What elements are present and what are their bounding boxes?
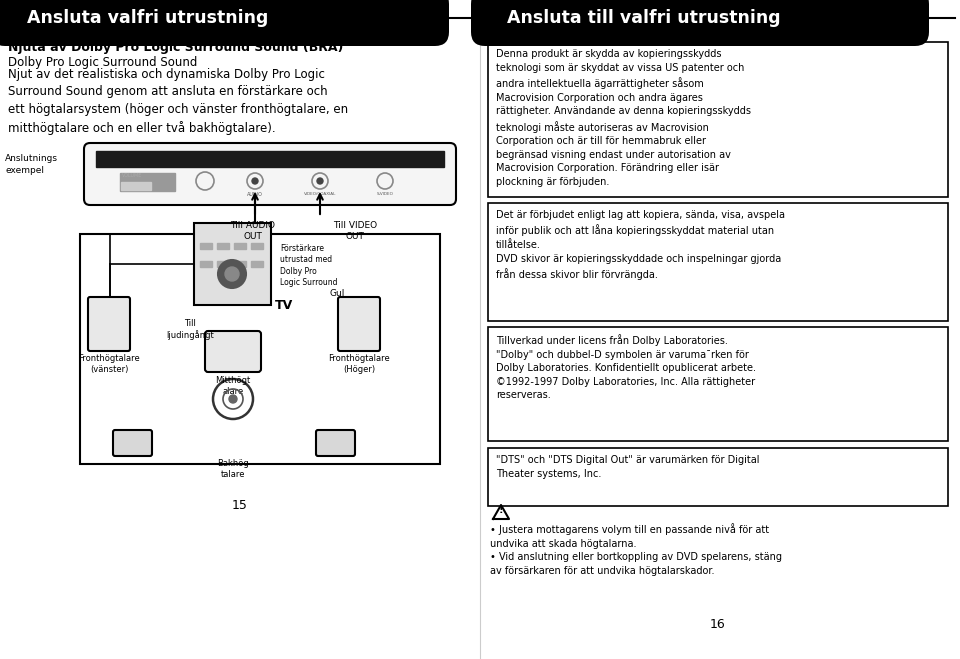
Text: Till
ljudingångt: Till ljudingångt [166,319,214,340]
Text: VIDEO/COAXIAL: VIDEO/COAXIAL [303,192,336,196]
Circle shape [218,260,246,288]
Text: Det är förbjudet enligt lag att kopiera, sända, visa, avspela
inför publik och a: Det är förbjudet enligt lag att kopiera,… [496,210,785,280]
Bar [200,261,212,267]
FancyBboxPatch shape [88,297,130,351]
Polygon shape [493,505,509,519]
Text: TV: TV [275,299,293,312]
Text: VOLUME: VOLUME [122,173,142,178]
Bar [251,243,263,249]
Bar [488,327,948,441]
FancyBboxPatch shape [84,143,456,205]
Bar [121,182,151,190]
FancyBboxPatch shape [194,223,271,305]
Bar [200,243,212,249]
Text: "DTS" och "DTS Digital Out" är varumärken för Digital
Theater systems, Inc.: "DTS" och "DTS Digital Out" är varumärke… [496,455,759,478]
Text: Till AUDIO
OUT: Till AUDIO OUT [230,221,276,241]
Text: Förstärkare
utrustad med
Dolby Pro
Logic Surround: Förstärkare utrustad med Dolby Pro Logic… [280,244,338,287]
Circle shape [225,267,239,281]
Text: !: ! [499,505,503,515]
FancyBboxPatch shape [316,430,355,456]
Text: Ansluta till valfri utrustning: Ansluta till valfri utrustning [508,9,781,27]
FancyBboxPatch shape [0,0,449,46]
Bar [217,261,229,267]
Text: S-VIDEO: S-VIDEO [376,192,394,196]
FancyBboxPatch shape [338,297,380,351]
Text: Denna produkt är skydda av kopieringsskydds
teknologi som är skyddat av vissa US: Denna produkt är skydda av kopieringssky… [496,49,751,187]
Text: Gul: Gul [330,289,346,298]
Bar [217,243,229,249]
Circle shape [317,178,323,184]
Bar [96,151,444,167]
Text: Bakhög
talare: Bakhög talare [217,459,249,479]
Text: 16: 16 [710,618,726,631]
Text: Till VIDEO
OUT: Till VIDEO OUT [333,221,377,241]
Text: 15: 15 [232,499,248,512]
FancyBboxPatch shape [471,0,929,46]
Circle shape [229,395,237,403]
Bar [488,448,948,506]
Text: Tillverkad under licens från Dolby Laboratories.
"Dolby" och dubbel-D symbolen ä: Tillverkad under licens från Dolby Labor… [496,334,756,400]
Text: Ansluta valfri utrustning: Ansluta valfri utrustning [28,9,269,27]
Text: Fronthögtalare
(vänster): Fronthögtalare (vänster) [78,354,140,374]
Bar [120,173,175,191]
Bar [488,42,948,197]
Text: Mitthögt
alare: Mitthögt alare [215,376,251,396]
Bar [234,243,246,249]
Bar [251,261,263,267]
Bar [234,261,246,267]
Circle shape [252,178,258,184]
FancyBboxPatch shape [205,331,261,372]
Text: AUDIO: AUDIO [247,192,263,197]
FancyBboxPatch shape [113,430,152,456]
Text: Njut av det realistiska och dynamiska Dolby Pro Logic
Surround Sound genom att a: Njut av det realistiska och dynamiska Do… [8,68,348,135]
Text: Anslutnings
exempel: Anslutnings exempel [5,154,58,175]
Bar [488,203,948,321]
Text: Dolby Pro Logic Surround Sound: Dolby Pro Logic Surround Sound [8,56,198,69]
Text: Njuta av Dolby Pro Logic Surround Sound (BRA): Njuta av Dolby Pro Logic Surround Sound … [8,41,344,54]
Bar [80,234,440,464]
Text: • Justera mottagarens volym till en passande nivå för att
undvika att skada högt: • Justera mottagarens volym till en pass… [490,523,782,576]
Text: Fronthögtalare
(Höger): Fronthögtalare (Höger) [328,354,390,374]
